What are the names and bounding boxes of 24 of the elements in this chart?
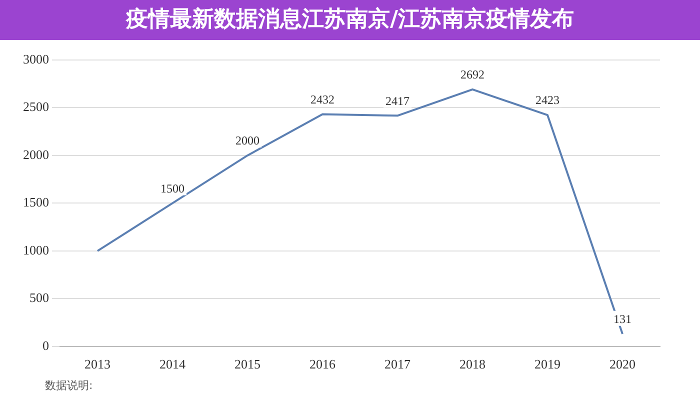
data-label: 2432 bbox=[310, 92, 334, 106]
x-tick-label: 2013 bbox=[84, 356, 110, 372]
y-tick-label: 2000 bbox=[23, 146, 49, 162]
y-tick-label: 3000 bbox=[23, 51, 49, 66]
y-tick-label: 500 bbox=[30, 290, 49, 306]
text: 数据说明: bbox=[44, 378, 94, 394]
data-label: 2000 bbox=[236, 134, 260, 148]
x-tick-label: 2018 bbox=[460, 356, 486, 372]
data-label: 131 bbox=[614, 312, 632, 326]
x-tick-label: 2017 bbox=[384, 356, 411, 372]
chart-title: 疫情最新数据消息江苏南京/江苏南京疫情发布 bbox=[0, 0, 700, 40]
x-tick-label: 2019 bbox=[534, 356, 560, 372]
x-tick-label: 2014 bbox=[160, 356, 186, 372]
data-label: 2692 bbox=[460, 68, 484, 82]
data-label: 2417 bbox=[386, 94, 410, 108]
y-tick-label: 0 bbox=[42, 338, 49, 353]
x-tick-label: 2016 bbox=[310, 356, 336, 372]
y-tick-label: 2500 bbox=[23, 99, 49, 114]
data-label: 1500 bbox=[160, 181, 184, 196]
y-tick-label: 1500 bbox=[23, 194, 49, 210]
data-label: 2423 bbox=[536, 93, 560, 108]
y-tick-label: 1000 bbox=[23, 242, 49, 258]
x-tick-label: 2020 bbox=[610, 356, 636, 372]
x-tick-label: 2015 bbox=[234, 356, 260, 372]
